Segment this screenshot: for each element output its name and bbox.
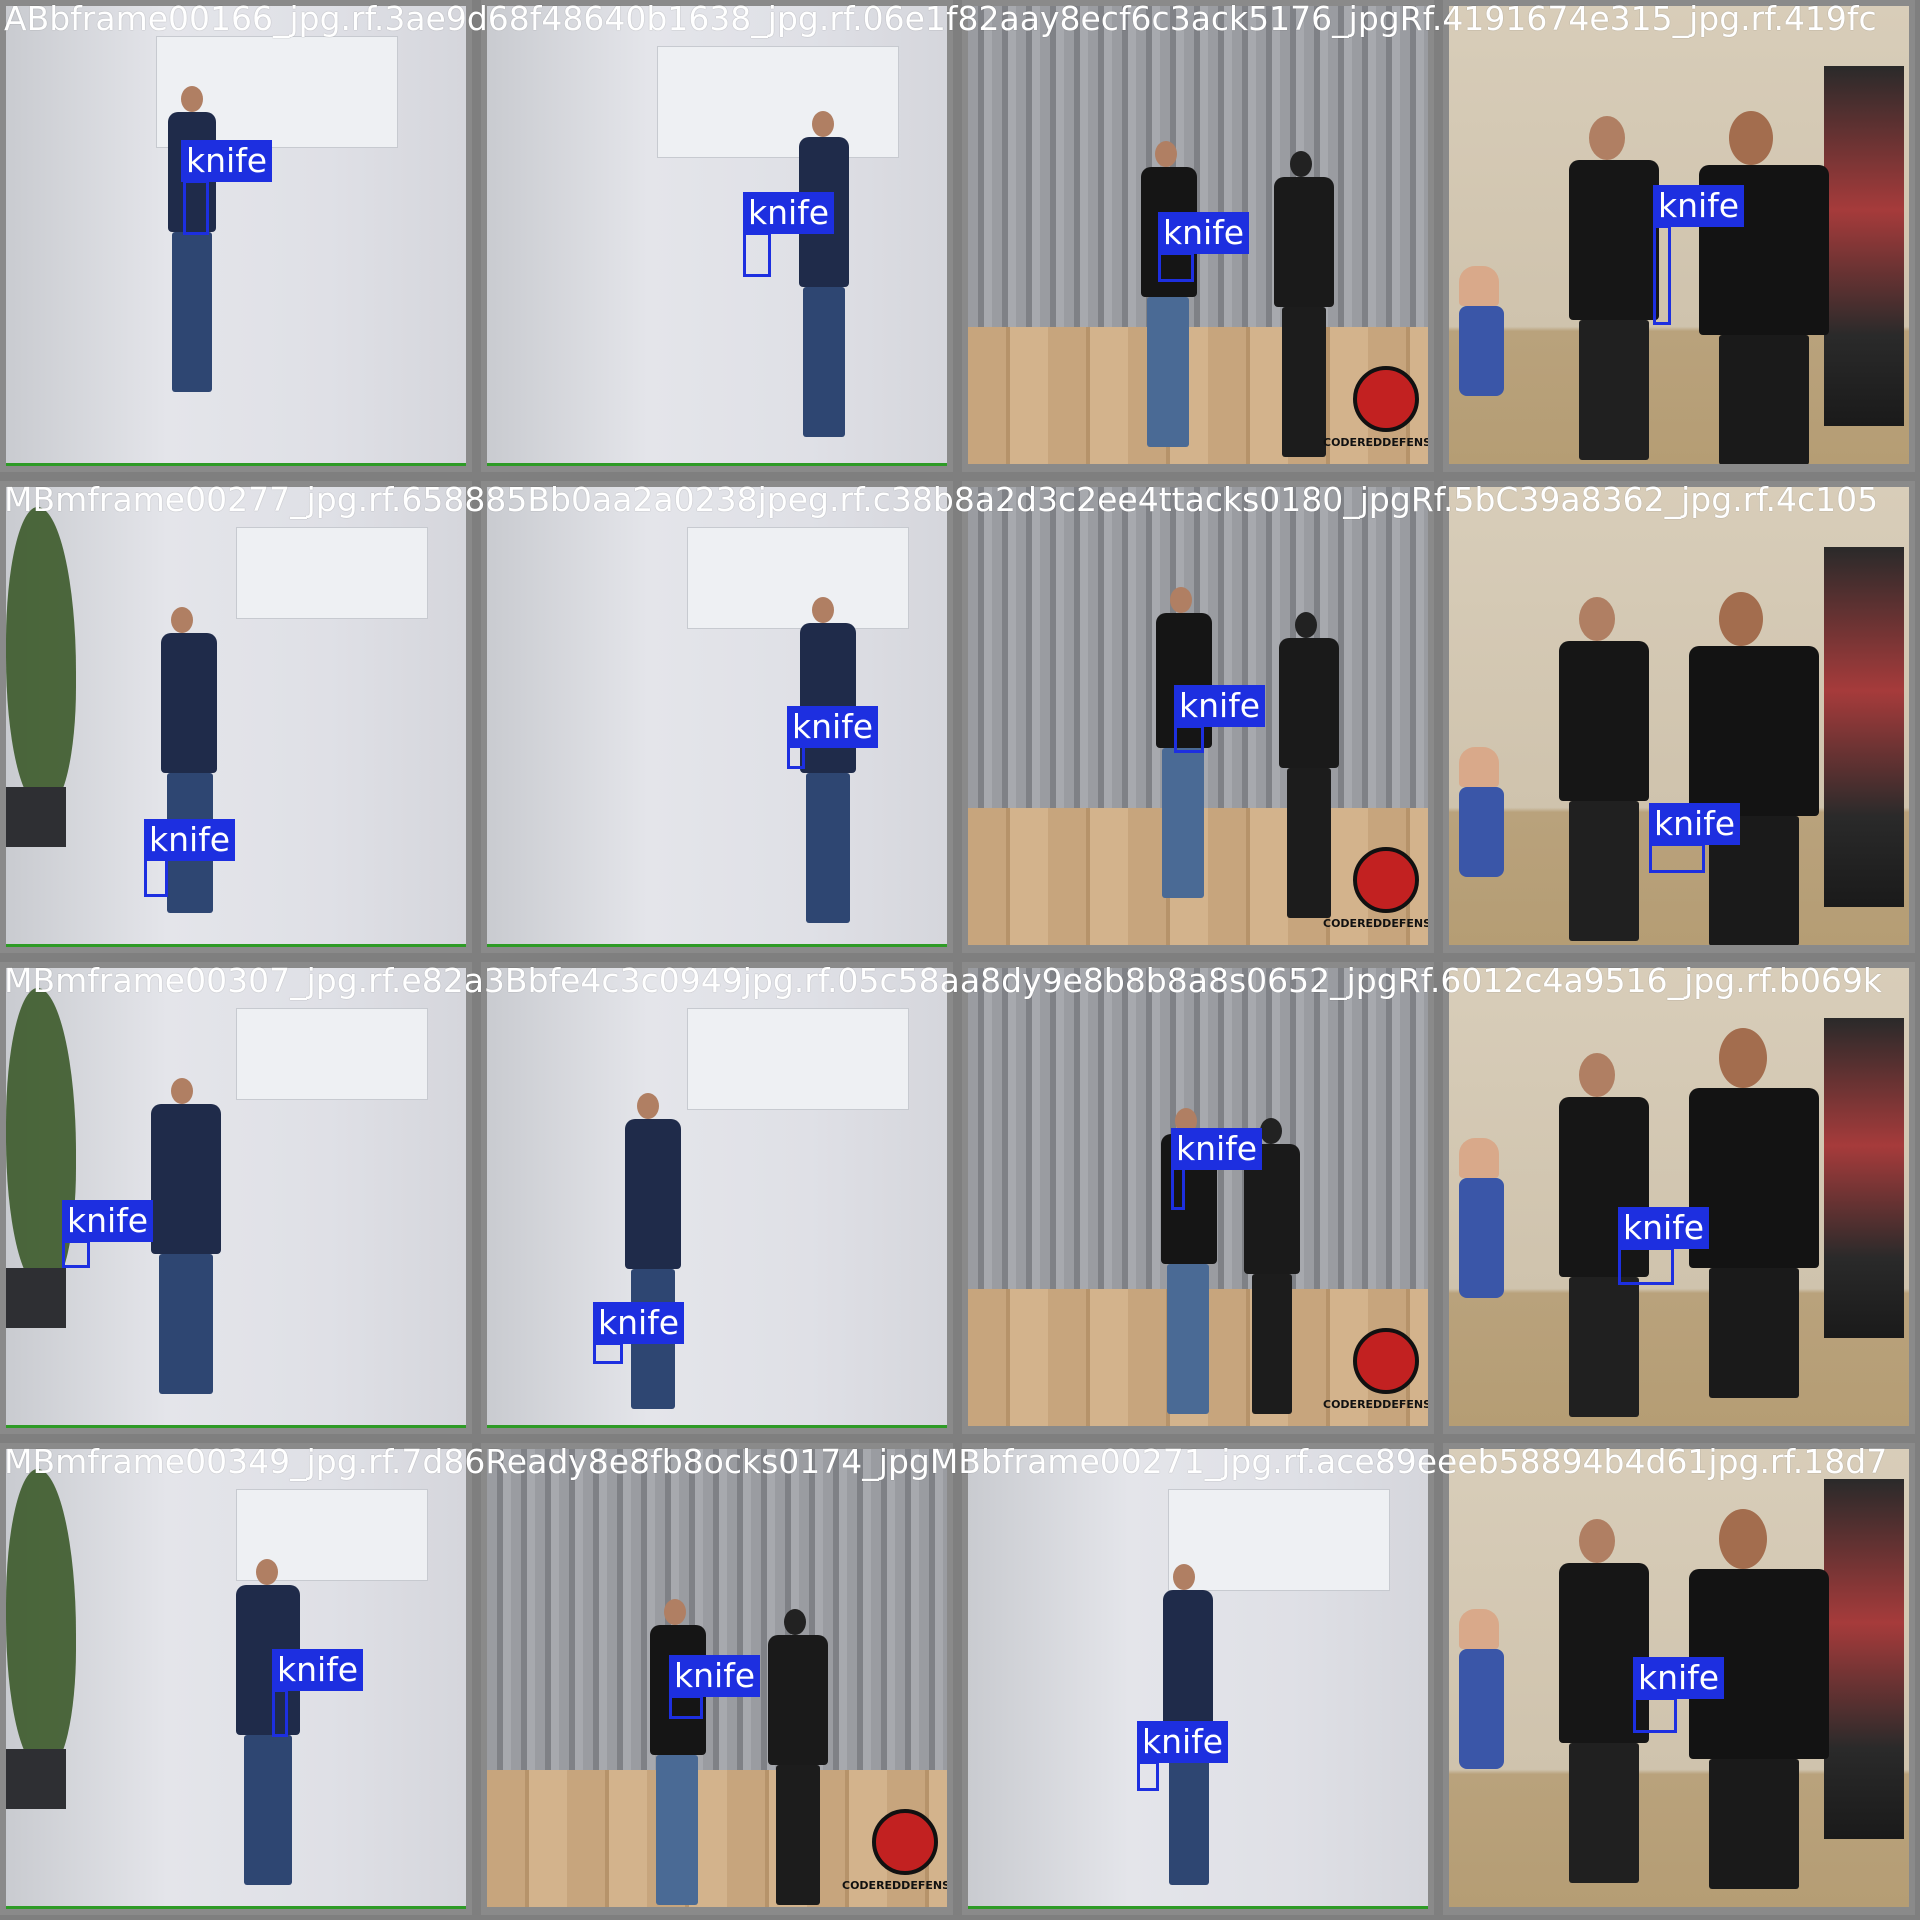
image-tile[interactable]: knife [1443, 1443, 1915, 1915]
image-scene [1449, 1449, 1909, 1907]
image-scene [6, 968, 466, 1426]
image-tile[interactable]: knife [0, 481, 472, 953]
image-scene [1449, 968, 1909, 1426]
detection-label: knife [593, 1302, 685, 1344]
detection-label: knife [1137, 1721, 1229, 1763]
detection-label: knife [272, 1649, 364, 1691]
image-tile[interactable]: knife [481, 481, 953, 953]
detection-label: knife [1649, 803, 1741, 845]
detection-label: knife [787, 706, 879, 748]
image-tile[interactable]: knife [1443, 0, 1915, 472]
image-tile[interactable]: knife [481, 962, 953, 1434]
image-tile[interactable]: CODEREDDEFENSE knife [481, 1443, 953, 1915]
detection-box [1653, 225, 1671, 325]
image-scene [6, 1449, 466, 1907]
image-scene: CODEREDDEFENSE [968, 968, 1428, 1426]
image-scene [968, 1449, 1428, 1907]
detection-box [1633, 1697, 1677, 1733]
tile-caption: MBmframe00277_jpg.rf.658885Bb0aa2a0238jp… [4, 480, 1879, 519]
image-tile[interactable]: knife [962, 1443, 1434, 1915]
image-scene [6, 487, 466, 945]
image-tile[interactable]: knife [0, 1443, 472, 1915]
tile-caption: ABbframe00166_jpg.rf.3ae9d68f48640b1638_… [4, 0, 1877, 38]
image-scene [1449, 6, 1909, 464]
watermark-logo: CODEREDDEFENSE [1323, 1398, 1428, 1411]
detection-label: knife [1171, 1128, 1263, 1170]
detection-box [1158, 252, 1194, 282]
image-scene: CODEREDDEFENSE [968, 6, 1428, 464]
detection-box [183, 180, 209, 235]
image-scene [487, 6, 947, 464]
detection-label: knife [743, 192, 835, 234]
detection-box [593, 1342, 623, 1364]
detection-label: knife [144, 819, 236, 861]
image-scene: CODEREDDEFENSE [487, 1449, 947, 1907]
image-tile[interactable]: CODEREDDEFENSE knife [962, 962, 1434, 1434]
detection-box [144, 855, 168, 897]
detection-box [1137, 1761, 1159, 1791]
watermark-logo: CODEREDDEFENSE [842, 1879, 947, 1892]
detection-label: knife [1633, 1657, 1725, 1699]
image-scene [1449, 487, 1909, 945]
tile-caption: MBmframe00349_jpg.rf.7d86Ready8e8fb8ocks… [4, 1442, 1888, 1481]
detection-box [1618, 1247, 1674, 1285]
detection-box [743, 232, 771, 277]
detection-box [1174, 725, 1204, 753]
detection-label: knife [1158, 212, 1250, 254]
detection-label: knife [1618, 1207, 1710, 1249]
image-scene [487, 968, 947, 1426]
image-tile[interactable]: knife [1443, 481, 1915, 953]
watermark-logo: CODEREDDEFENSE [1323, 917, 1428, 930]
image-tile[interactable]: CODEREDDEFENSE knife [962, 0, 1434, 472]
detection-label: knife [1174, 685, 1266, 727]
image-tile[interactable]: knife [0, 0, 472, 472]
image-tile[interactable]: knife [0, 962, 472, 1434]
detection-box [669, 1695, 703, 1719]
image-tile[interactable]: CODEREDDEFENSE knife [962, 481, 1434, 953]
tile-caption: MBmframe00307_jpg.rf.e82a3Bbfe4c3c0949jp… [4, 961, 1883, 1000]
image-tile[interactable]: knife [1443, 962, 1915, 1434]
detection-label: knife [1653, 185, 1745, 227]
detection-box [272, 1689, 288, 1737]
detection-box [1649, 843, 1705, 873]
detection-label: knife [181, 140, 273, 182]
detection-label: knife [669, 1655, 761, 1697]
image-tile[interactable]: knife [481, 0, 953, 472]
detection-box [62, 1240, 90, 1268]
image-scene [6, 6, 466, 464]
detection-label: knife [62, 1200, 154, 1242]
watermark-logo: CODEREDDEFENSE [1323, 436, 1428, 449]
